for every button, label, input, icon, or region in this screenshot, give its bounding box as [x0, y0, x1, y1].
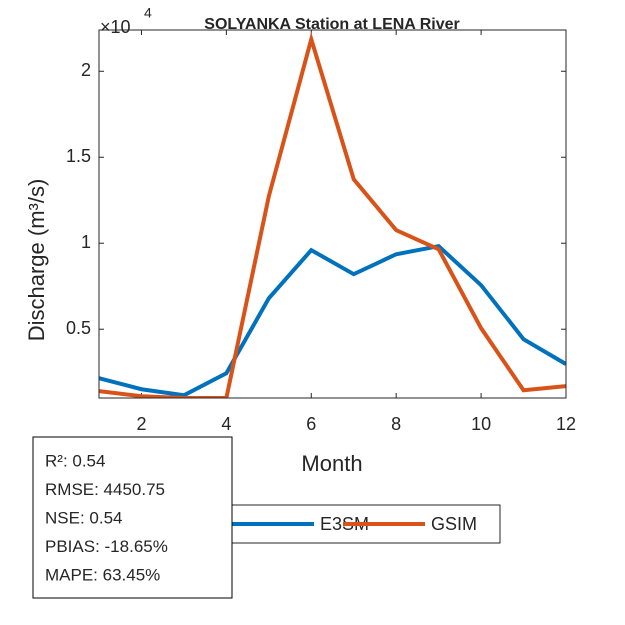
x-tick-label: 10 [471, 414, 491, 434]
plot-area [99, 30, 566, 398]
y-tick-label: 1 [81, 232, 91, 252]
axes-box [98, 29, 567, 399]
stats-line: RMSE: 4450.75 [45, 480, 165, 499]
series-line [99, 244, 566, 398]
y-tick-label: 2 [81, 60, 91, 80]
x-axis-label: Month [301, 451, 362, 476]
x-tick-label: 6 [306, 414, 316, 434]
stats-line: R²: 0.54 [45, 451, 105, 470]
legend-label: GSIM [431, 514, 477, 534]
stats-line: PBIAS: -18.65% [45, 537, 168, 556]
x-tick-label: 2 [136, 414, 146, 434]
x-tick-label: 8 [391, 414, 401, 434]
x-tick-label: 12 [556, 414, 576, 434]
chart-title: SOLYANKA Station at LENA River [204, 16, 459, 33]
y-axis-label: Discharge (m³/s) [24, 179, 49, 342]
stats-line: NSE: 0.54 [45, 508, 123, 527]
y-tick-label: 0.5 [66, 318, 91, 338]
y-tick-label: 1.5 [66, 146, 91, 166]
y-exponent-base: ×10 [100, 17, 131, 37]
stats-box [32, 436, 233, 599]
stats-line: MAPE: 63.45% [45, 565, 160, 584]
x-tick-label: 4 [221, 414, 231, 434]
y-exponent-power: 4 [144, 5, 152, 21]
